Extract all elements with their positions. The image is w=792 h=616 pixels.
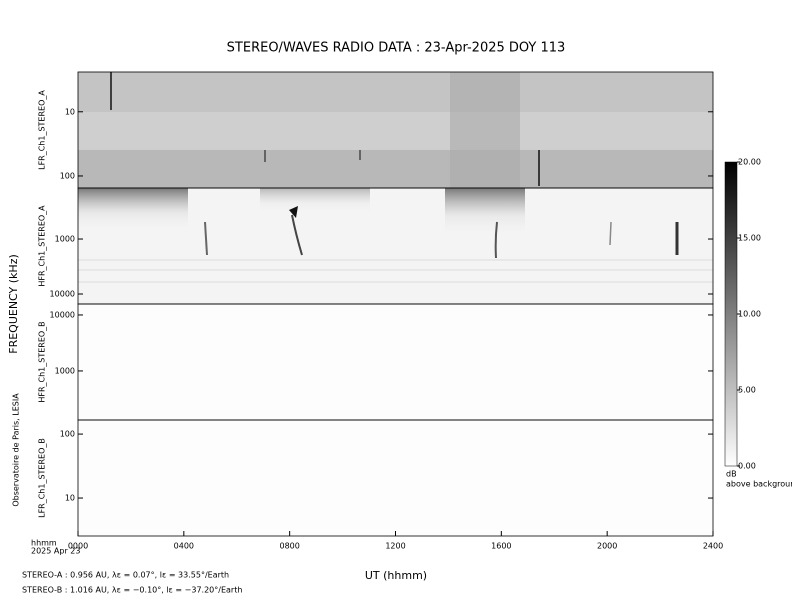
y-tick-label: 10000 xyxy=(50,310,75,319)
y-tick-label: 100 xyxy=(60,171,75,180)
y-tick-label: 100 xyxy=(60,430,75,439)
x-tick-label: 2400 xyxy=(703,542,723,551)
colorbar-unit: dB xyxy=(726,470,737,479)
chart-title: STEREO/WAVES RADIO DATA : 23-Apr-2025 DO… xyxy=(227,41,566,56)
panel-label: LFR_Ch1_STEREO_A xyxy=(38,90,47,170)
x-tick-label: 0800 xyxy=(279,542,299,551)
x-tick-label: 2000 xyxy=(597,542,617,551)
x-tick-label: 0000 xyxy=(68,542,88,551)
x-tick-label: 0400 xyxy=(174,542,194,551)
colorbar-tick-label: 5.00 xyxy=(738,386,756,395)
x-tick-label: 1600 xyxy=(491,542,511,551)
y-tick-label: 10000 xyxy=(50,290,75,299)
x-tick-label: 1200 xyxy=(385,542,405,551)
colorbar-note: above background xyxy=(726,480,792,489)
y-tick-label: 1000 xyxy=(55,366,75,375)
y-axis-label: FREQUENCY (kHz) xyxy=(7,254,20,354)
colorbar-tick-label: 20.00 xyxy=(738,158,761,167)
x-unit-label: hhmm xyxy=(31,539,57,548)
panel-label: LFR_Ch1_STEREO_B xyxy=(38,438,47,518)
y-tick-label: 10 xyxy=(65,494,75,503)
colorbar-tick-label: 0.00 xyxy=(738,462,756,471)
panel-label: HFR_Ch1_STEREO_A xyxy=(38,205,47,287)
colorbar-tick-label: 15.00 xyxy=(738,234,761,243)
y-tick-label: 1000 xyxy=(55,235,75,244)
x-axis-label: UT (hhmm) xyxy=(365,569,427,582)
date-label: 2025 Apr 23 xyxy=(31,547,80,556)
credit: Observatoire de Paris, LESIA xyxy=(12,393,21,507)
colorbar-tick-label: 10.00 xyxy=(738,310,761,319)
y-tick-label: 10 xyxy=(65,107,75,116)
footnote: STEREO-B : 1.016 AU, λε = −0.10°, lε = −… xyxy=(22,586,242,595)
footnote: STEREO-A : 0.956 AU, λε = 0.07°, lε = 33… xyxy=(22,571,229,580)
panel-label: HFR_Ch1_STEREO_B xyxy=(38,321,47,402)
colorbar xyxy=(724,161,738,467)
